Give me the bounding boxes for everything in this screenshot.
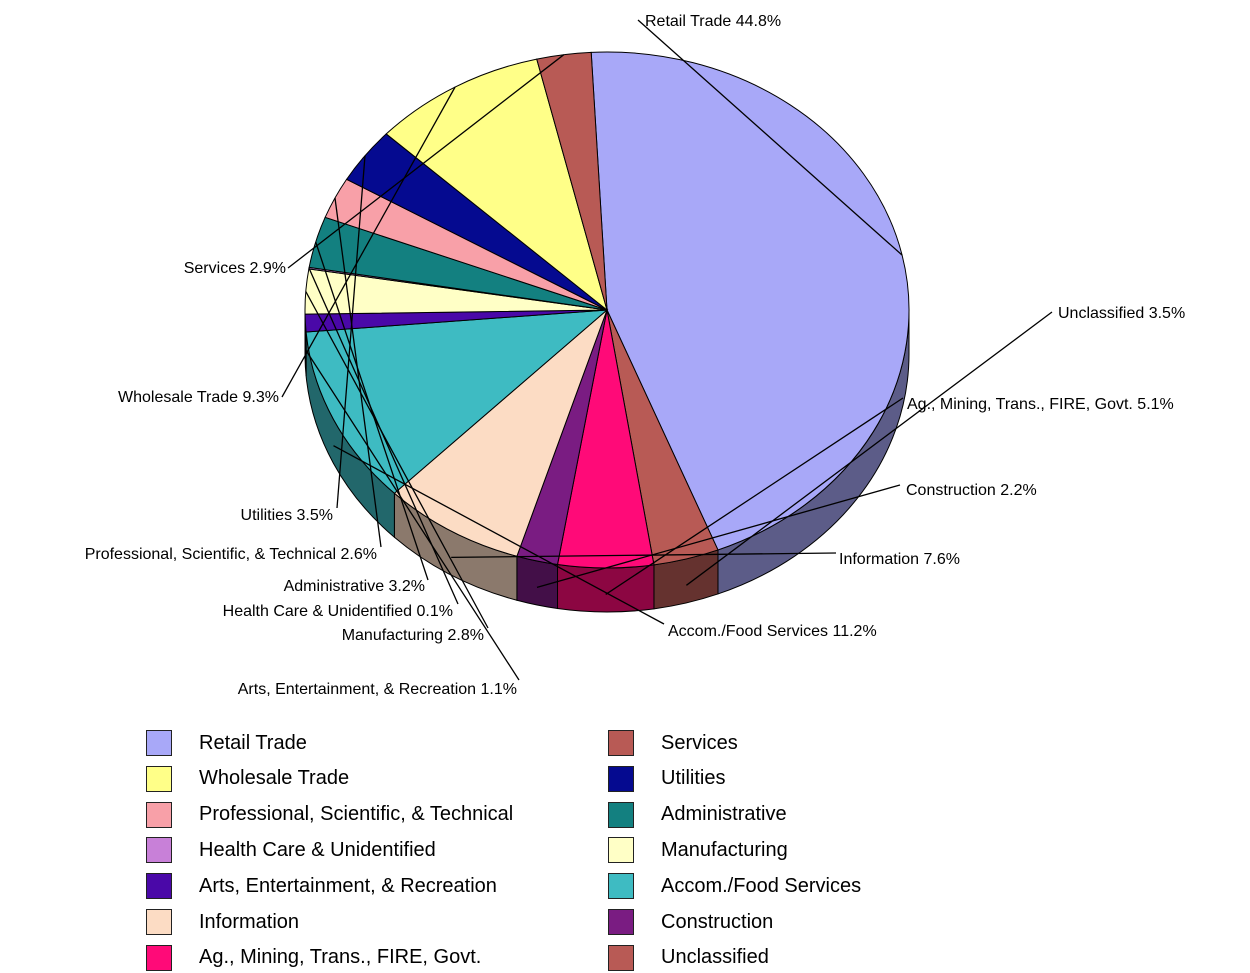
slice-label-utilities: Utilities 3.5% xyxy=(241,507,333,524)
legend-label: Construction xyxy=(661,911,773,934)
legend-item-services: Services xyxy=(608,728,738,758)
slice-label-professional-scientific-technical: Professional, Scientific, & Technical 2.… xyxy=(85,546,377,563)
legend-swatch xyxy=(146,873,172,899)
legend-item-construction: Construction xyxy=(608,907,773,937)
legend-swatch xyxy=(608,802,634,828)
legend-item-retail-trade: Retail Trade xyxy=(146,728,307,758)
legend-label: Administrative xyxy=(661,803,787,826)
legend-swatch xyxy=(146,945,172,971)
slice-label-arts-entertainment-recreation: Arts, Entertainment, & Recreation 1.1% xyxy=(238,681,517,698)
legend-item-arts-entertainment-recreation: Arts, Entertainment, & Recreation xyxy=(146,871,497,901)
legend-swatch xyxy=(608,837,634,863)
slice-label-wholesale-trade: Wholesale Trade 9.3% xyxy=(118,389,279,406)
legend-swatch xyxy=(608,766,634,792)
slice-label-accom-food-services: Accom./Food Services 11.2% xyxy=(668,623,877,640)
legend-swatch xyxy=(146,766,172,792)
pie-slices xyxy=(305,52,909,568)
legend-item-manufacturing: Manufacturing xyxy=(608,835,788,865)
legend-item-wholesale-trade: Wholesale Trade xyxy=(146,764,349,794)
legend-item-information: Information xyxy=(146,907,299,937)
slice-label-construction: Construction 2.2% xyxy=(906,482,1037,499)
legend-swatch xyxy=(608,873,634,899)
legend-label: Unclassified xyxy=(661,946,769,969)
legend-label: Utilities xyxy=(661,767,725,790)
legend-label: Services xyxy=(661,732,738,755)
legend-item-utilities: Utilities xyxy=(608,764,725,794)
legend: Retail Trade Wholesale Trade Professional,… xyxy=(146,728,1146,968)
legend-swatch xyxy=(608,945,634,971)
legend-label: Retail Trade xyxy=(199,732,307,755)
legend-item-accom-food-services: Accom./Food Services xyxy=(608,871,861,901)
legend-item-unclassified: Unclassified xyxy=(608,943,769,973)
legend-label: Professional, Scientific, & Technical xyxy=(199,803,513,826)
slice-label-administrative: Administrative 3.2% xyxy=(284,578,425,595)
legend-label: Wholesale Trade xyxy=(199,767,349,790)
legend-label: Arts, Entertainment, & Recreation xyxy=(199,875,497,898)
legend-item-administrative: Administrative xyxy=(608,800,787,830)
legend-label: Accom./Food Services xyxy=(661,875,861,898)
slice-label-services: Services 2.9% xyxy=(184,260,286,277)
slice-label-ag-mining-trans-fire-govt: Ag., Mining, Trans., FIRE, Govt. 5.1% xyxy=(907,396,1174,413)
legend-swatch xyxy=(608,909,634,935)
pie-chart-svg: Retail Trade 44.8% Unclassified 3.5% Ag., … xyxy=(0,0,1250,730)
slice-label-health-care-unidentified: Health Care & Unidentified 0.1% xyxy=(223,603,453,620)
legend-item-ag-mining-trans-fire-govt: Ag., Mining, Trans., FIRE, Govt. xyxy=(146,943,481,973)
legend-label: Manufacturing xyxy=(661,839,788,862)
legend-swatch xyxy=(608,730,634,756)
slice-label-information: Information 7.6% xyxy=(839,551,960,568)
slice-label-unclassified: Unclassified 3.5% xyxy=(1058,305,1185,322)
legend-swatch xyxy=(146,802,172,828)
legend-swatch xyxy=(146,837,172,863)
legend-label: Information xyxy=(199,911,299,934)
legend-swatch xyxy=(146,730,172,756)
legend-item-health-care-unidentified: Health Care & Unidentified xyxy=(146,835,436,865)
slice-label-manufacturing: Manufacturing 2.8% xyxy=(342,627,484,644)
legend-label: Health Care & Unidentified xyxy=(199,839,436,862)
slice-label-retail-trade: Retail Trade 44.8% xyxy=(645,13,781,30)
legend-swatch xyxy=(146,909,172,935)
legend-label: Ag., Mining, Trans., FIRE, Govt. xyxy=(199,946,481,969)
legend-item-professional-scientific-technical: Professional, Scientific, & Technical xyxy=(146,800,513,830)
